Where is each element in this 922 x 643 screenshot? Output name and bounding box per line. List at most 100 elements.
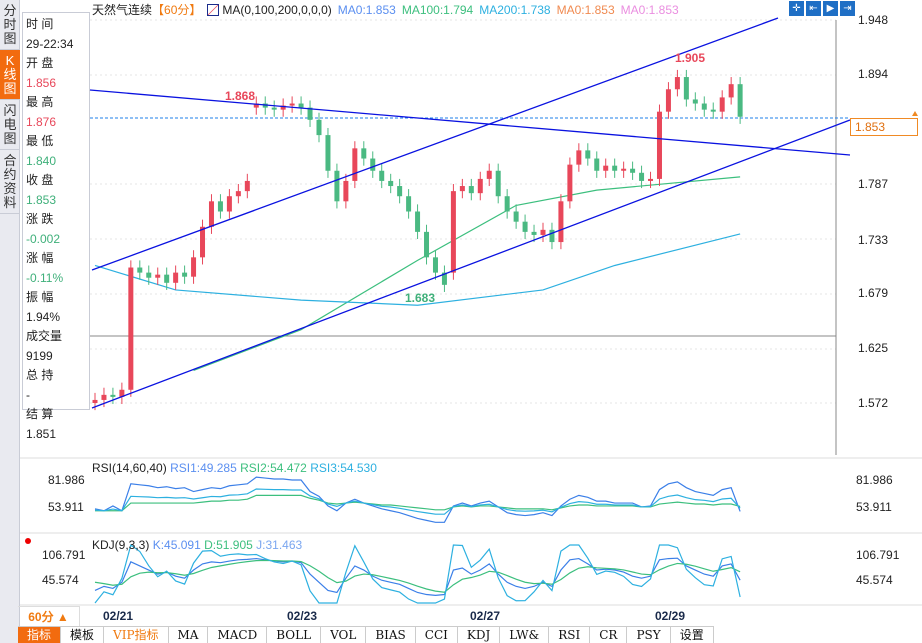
low-value: 1.840 <box>26 153 57 168</box>
trendline-channel-upper[interactable] <box>91 17 779 271</box>
toolbar-psy[interactable]: PSY <box>627 627 671 643</box>
candle-body <box>710 109 716 112</box>
toolbar-templates[interactable]: 模板 <box>61 627 105 643</box>
candle-body <box>441 272 447 285</box>
date-label: 02/29 <box>655 609 686 623</box>
quote-info-panel: 时 间 29-22:34 开 盘 1.856 最 高 1.876 最 低 1.8… <box>22 12 90 441</box>
toolbar-cr[interactable]: CR <box>590 627 628 643</box>
trendline-resistance[interactable] <box>89 89 851 156</box>
amplitude-value: 1.94% <box>26 309 61 324</box>
settings-sun-icon[interactable] <box>25 538 31 544</box>
price-tick: 1.894 <box>858 67 889 81</box>
toolbar-vol[interactable]: VOL <box>321 627 367 643</box>
candle-body <box>173 272 179 283</box>
pct-label: 涨 幅 <box>26 251 54 265</box>
period-selector[interactable]: 60分 ▲ <box>18 606 80 626</box>
candle-body <box>674 77 680 90</box>
candle-body <box>495 170 501 197</box>
tab-flash[interactable]: 闪电图 <box>0 100 20 150</box>
candle-body <box>226 196 232 212</box>
grid <box>90 19 836 404</box>
candle-body <box>432 257 438 273</box>
ma200-value: MA200:1.738 <box>479 2 551 17</box>
candle-body <box>513 211 519 222</box>
tab-timeshare[interactable]: 分时图 <box>0 0 20 50</box>
ma-indicator-label[interactable]: MA(0,100,200,0,0,0) <box>222 2 332 17</box>
time-label: 时 间 <box>26 17 54 31</box>
toolbar-lwr[interactable]: LW& <box>500 627 550 643</box>
candle-body <box>343 180 349 202</box>
price-tick: 1.948 <box>858 13 889 27</box>
trendline-channel-lower[interactable] <box>91 119 851 409</box>
candle-body <box>200 226 206 258</box>
j-line <box>94 544 741 604</box>
candle-body <box>665 89 671 112</box>
price-tick: 1.679 <box>858 286 889 300</box>
date-label: 02/23 <box>287 609 318 623</box>
settle-value: 1.851 <box>26 426 57 441</box>
candle-body <box>92 399 98 403</box>
candle-body <box>540 229 546 235</box>
price-tick: 1.572 <box>858 396 889 410</box>
candle-body <box>182 272 188 277</box>
rsi2-value: RSI2:54.472 <box>240 461 307 475</box>
date-label: 02/27 <box>470 609 501 623</box>
volume-value: 9199 <box>26 348 53 363</box>
candle-body <box>459 186 465 192</box>
toolbar-ma[interactable]: MA <box>169 627 209 643</box>
rsi-tick: 53.911 <box>48 500 84 514</box>
toolbar-cci[interactable]: CCI <box>416 627 458 643</box>
crosshair-icon[interactable]: ✛ <box>789 1 804 16</box>
price-marker-icon <box>912 111 918 116</box>
open-value: 1.856 <box>26 75 57 90</box>
candle-body <box>737 84 743 117</box>
candle-body <box>208 201 214 227</box>
j-value: J:31.463 <box>256 538 303 552</box>
rsi-tick-right: 81.986 <box>856 473 893 487</box>
candle-body <box>280 105 286 110</box>
toolbar-indicators[interactable]: 指标 <box>18 627 62 643</box>
kdj-tick-right: 106.791 <box>856 548 900 562</box>
candle-body <box>567 164 573 202</box>
candle-body <box>289 103 295 106</box>
volume-label: 成交量 <box>26 329 63 343</box>
tab-kline[interactable]: K线图 <box>0 50 20 100</box>
candle-body <box>271 107 277 110</box>
candle-body <box>522 221 528 232</box>
jump-end-icon[interactable]: ⇥ <box>840 1 855 16</box>
tab-contract-info[interactable]: 合约资料 <box>0 150 20 214</box>
candle-body <box>164 274 170 283</box>
candle-body <box>253 103 259 108</box>
price-tick: 1.625 <box>858 341 889 355</box>
toolbar-rsi[interactable]: RSI <box>549 627 591 643</box>
candle-body <box>531 231 537 235</box>
toolbar-boll[interactable]: BOLL <box>267 627 322 643</box>
close-label: 收 盘 <box>26 173 54 187</box>
annotation-high-1: 1.868 <box>225 89 255 103</box>
candle-body <box>621 168 627 171</box>
high-label: 最 高 <box>26 95 54 109</box>
chart-icon[interactable] <box>207 3 220 16</box>
d-line <box>94 559 741 593</box>
scroll-right-icon[interactable]: ▶ <box>823 1 838 16</box>
candle-body <box>325 135 331 171</box>
price-tick: 1.787 <box>858 177 889 191</box>
candle-body <box>701 103 707 110</box>
current-price-box: 1.853 <box>850 118 918 136</box>
toolbar-kdj[interactable]: KDJ <box>458 627 501 643</box>
rsi3-value: RSI3:54.530 <box>310 461 377 475</box>
zoom-fit-icon[interactable]: ⇤ <box>806 1 821 16</box>
toolbar-bias[interactable]: BIAS <box>366 627 416 643</box>
candle-body <box>424 231 430 258</box>
toolbar-settings[interactable]: 设置 <box>671 627 714 643</box>
rsi3-line <box>94 488 741 515</box>
change-value: -0.002 <box>26 231 61 246</box>
pct-value: -0.11% <box>26 270 64 285</box>
toolbar-vip[interactable]: VIP指标 <box>104 627 169 643</box>
candle-body <box>191 257 197 277</box>
ma100-value: MA100:1.794 <box>401 2 474 17</box>
toolbar-macd[interactable]: MACD <box>208 627 268 643</box>
settle-label: 结 算 <box>26 407 54 421</box>
low-label: 最 低 <box>26 134 54 148</box>
